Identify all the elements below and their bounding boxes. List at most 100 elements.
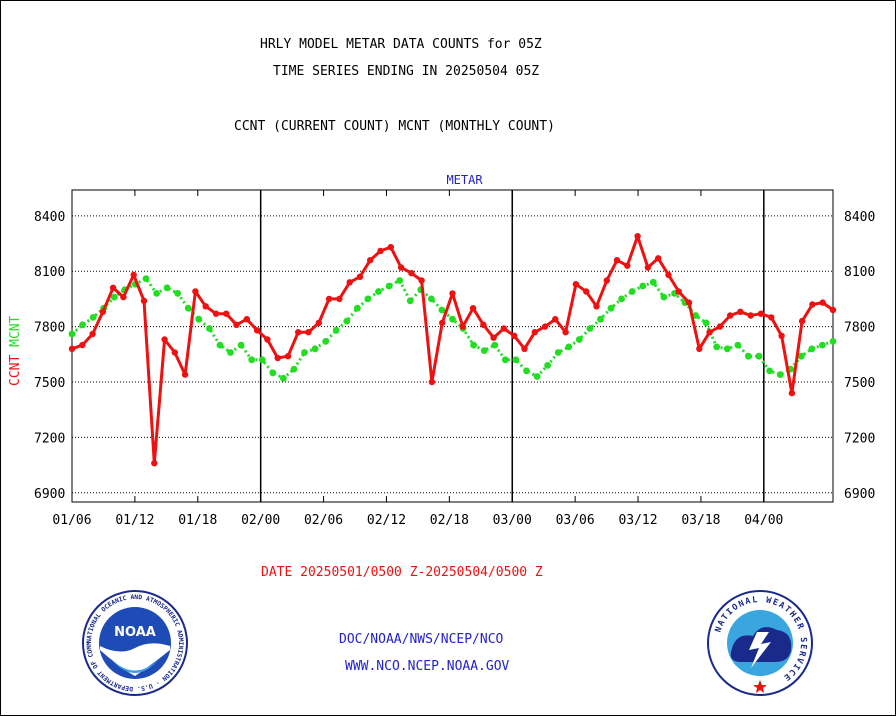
data-point-ccnt (109, 284, 117, 291)
data-point-mcnt (428, 295, 435, 303)
data-point-ccnt (367, 257, 374, 264)
data-point-mcnt (660, 293, 668, 301)
chart-subtitle: CCNT (CURRENT COUNT) MCNT (MONTHLY COUNT… (234, 119, 555, 134)
data-point-ccnt (562, 329, 569, 336)
data-point-mcnt (533, 373, 541, 380)
data-point-mcnt (480, 347, 488, 354)
data-point-ccnt (521, 345, 528, 352)
nws-logo: NATIONAL WEATHER SERVICE (707, 590, 813, 696)
data-point-mcnt (343, 317, 351, 325)
data-point-mcnt (723, 345, 731, 353)
data-point-mcnt (258, 356, 266, 364)
y-tick-label-right: 7800 (844, 321, 875, 336)
data-point-mcnt (766, 367, 773, 375)
data-point-ccnt (788, 389, 796, 397)
grid-layer (71, 189, 834, 503)
axis-layer: 6900 6900 7200 7200 7500 7500 7800 7800 8100 8100… (8, 173, 875, 528)
data-point-mcnt (406, 297, 414, 305)
data-point-ccnt (655, 255, 662, 262)
data-point-ccnt (346, 279, 353, 286)
data-point-mcnt (206, 325, 213, 332)
y-axis-label-ccnt: CCNT (8, 347, 23, 386)
data-point-ccnt (480, 321, 487, 328)
data-point-mcnt (628, 288, 636, 295)
data-point-ccnt (459, 323, 466, 330)
data-point-ccnt (819, 299, 826, 306)
data-point-mcnt (449, 315, 456, 323)
data-point-ccnt (809, 301, 816, 308)
data-point-ccnt (223, 310, 230, 317)
series-line-ccnt (71, 234, 834, 465)
data-point-mcnt (227, 349, 234, 356)
data-point-mcnt (544, 362, 551, 369)
data-point-ccnt (552, 316, 559, 323)
data-point-mcnt (322, 338, 330, 345)
data-point-mcnt (512, 356, 520, 364)
data-point-mcnt (332, 326, 340, 334)
data-point-mcnt (734, 341, 742, 349)
data-point-mcnt (554, 349, 562, 356)
y-tick-label-right: 7500 (844, 376, 875, 391)
data-point-ccnt (449, 290, 456, 297)
data-point-ccnt (737, 308, 744, 315)
data-point-ccnt (305, 329, 312, 336)
data-point-ccnt (192, 288, 199, 295)
data-point-mcnt (692, 312, 699, 319)
data-point-ccnt (716, 323, 724, 330)
data-point-mcnt (237, 341, 245, 349)
y-tick-label-left: 6900 (34, 487, 65, 502)
data-point-mcnt (184, 304, 192, 312)
x-tick-label: 01/06 (52, 513, 91, 528)
data-point-ccnt (603, 277, 610, 284)
data-point-ccnt (284, 353, 292, 360)
date-range-label: DATE 20250501/0500 Z-20250504/0500 Z (261, 565, 543, 580)
data-point-ccnt (572, 281, 580, 288)
data-point-ccnt (418, 277, 425, 284)
data-point-ccnt (593, 303, 600, 310)
y-tick-label-left: 7500 (34, 376, 65, 391)
data-point-ccnt (583, 288, 590, 295)
data-point-mcnt (523, 367, 530, 375)
data-point-ccnt (439, 319, 446, 327)
data-point-mcnt (110, 293, 118, 301)
data-point-ccnt (397, 264, 405, 271)
data-point-mcnt (248, 356, 256, 364)
data-point-mcnt (618, 295, 625, 303)
data-point-ccnt (151, 460, 158, 467)
x-tick-label: 02/00 (241, 513, 280, 528)
chart-title-2: TIME SERIES ENDING IN 20250504 05Z (273, 64, 540, 79)
data-point-mcnt (375, 288, 382, 295)
data-point-ccnt (120, 293, 127, 301)
y-tick-label-left: 8400 (34, 210, 65, 225)
y-tick-label-right: 8400 (844, 210, 875, 225)
x-tick-label: 03/06 (556, 513, 595, 528)
data-point-mcnt (501, 356, 509, 364)
data-point-ccnt (89, 330, 96, 338)
data-point-mcnt (797, 352, 805, 360)
data-point-ccnt (778, 332, 785, 339)
data-point-ccnt (685, 299, 693, 306)
data-point-ccnt (511, 332, 518, 339)
data-point-ccnt (613, 257, 621, 264)
y-axis-label-mcnt: MCNT (8, 315, 23, 346)
x-tick-label: 02/06 (304, 513, 343, 528)
data-point-ccnt (798, 317, 806, 325)
website-link[interactable]: WWW.NCO.NCEP.NOAA.GOV (345, 659, 510, 674)
data-point-mcnt (68, 330, 76, 338)
y-tick-label-right: 6900 (844, 487, 875, 502)
data-point-mcnt (575, 336, 583, 343)
data-point-mcnt (385, 282, 393, 290)
data-point-ccnt (706, 329, 713, 336)
data-point-mcnt (639, 282, 647, 290)
data-point-mcnt (470, 341, 477, 349)
y-axis-label: CCNT MCNT (8, 315, 23, 386)
data-point-ccnt (757, 310, 765, 317)
data-point-mcnt (565, 343, 573, 351)
data-point-mcnt (819, 341, 826, 349)
data-point-ccnt (202, 303, 209, 310)
data-point-mcnt (597, 315, 604, 323)
data-point-mcnt (163, 284, 171, 292)
data-point-mcnt (153, 290, 161, 297)
data-point-mcnt (311, 345, 319, 353)
data-point-mcnt (808, 345, 816, 353)
